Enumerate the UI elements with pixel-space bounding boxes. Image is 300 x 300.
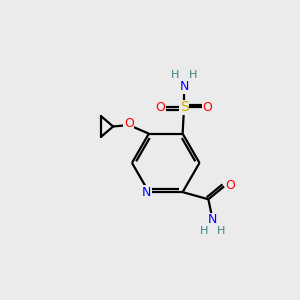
Text: O: O bbox=[156, 101, 166, 114]
Text: O: O bbox=[226, 179, 235, 192]
Text: H: H bbox=[217, 226, 225, 236]
Text: H: H bbox=[189, 70, 197, 80]
Text: S: S bbox=[180, 100, 188, 114]
Text: O: O bbox=[124, 117, 134, 130]
Text: N: N bbox=[142, 186, 151, 199]
Text: H: H bbox=[171, 70, 179, 80]
Text: N: N bbox=[179, 80, 189, 93]
Text: N: N bbox=[208, 213, 217, 226]
Text: O: O bbox=[202, 101, 212, 114]
Text: H: H bbox=[200, 226, 208, 236]
